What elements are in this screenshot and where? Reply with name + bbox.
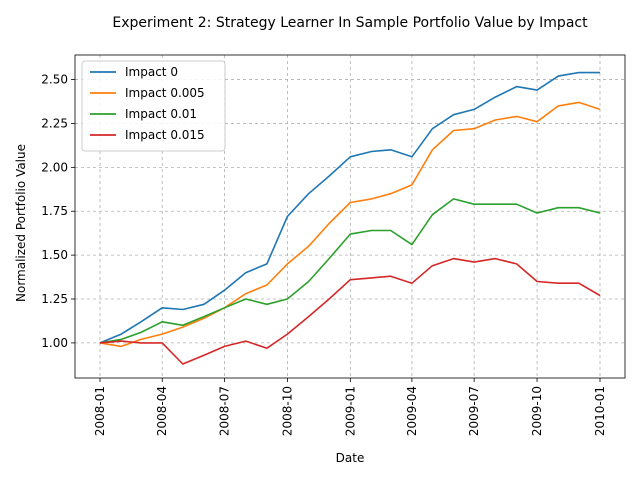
y-tick-label: 2.50 [41, 73, 68, 87]
x-tick-label: 2009-07 [467, 386, 481, 436]
legend-label: Impact 0.015 [125, 128, 205, 142]
x-axis-ticks: 2008-01 2008-04 2008-07 2008-10 2009-01 2009-… [93, 378, 607, 436]
chart-title: Experiment 2: Strategy Learner In Sample… [112, 15, 588, 31]
x-tick-label: 2009-04 [405, 386, 419, 436]
x-tick-label: 2008-01 [93, 386, 107, 436]
y-tick-label: 2.25 [41, 116, 68, 130]
legend-label: Impact 0.005 [125, 86, 205, 100]
x-tick-label: 2010-01 [593, 386, 607, 436]
x-tick-label: 2008-04 [155, 386, 169, 436]
x-tick-label: 2009-10 [530, 386, 544, 436]
y-tick-label: 1.00 [41, 336, 68, 350]
y-tick-label: 1.75 [41, 204, 68, 218]
series-line-0 [99, 71, 600, 344]
series-line-1 [99, 101, 601, 348]
series-layer [99, 71, 601, 365]
legend-box [81, 60, 226, 152]
legend-label: Impact 0 [125, 65, 178, 79]
y-tick-label: 2.00 [41, 160, 68, 174]
series-line-2 [99, 198, 601, 344]
x-tick-label: 2008-07 [217, 386, 231, 436]
legend: Impact 0 Impact 0.005 Impact 0.01 Impact 0.… [81, 60, 226, 152]
x-axis-label: Date [336, 451, 365, 465]
x-tick-label: 2008-10 [280, 386, 294, 436]
y-axis-ticks: 1.00 1.25 1.50 1.75 2.00 2.25 2.50 [41, 73, 75, 350]
y-tick-label: 1.25 [41, 292, 68, 306]
series-line-3 [99, 257, 601, 365]
y-tick-label: 1.50 [41, 248, 68, 262]
legend-label: Impact 0.01 [125, 107, 197, 121]
y-axis-label: Normalized Portfolio Value [14, 144, 28, 302]
x-tick-label: 2009-01 [343, 386, 357, 436]
